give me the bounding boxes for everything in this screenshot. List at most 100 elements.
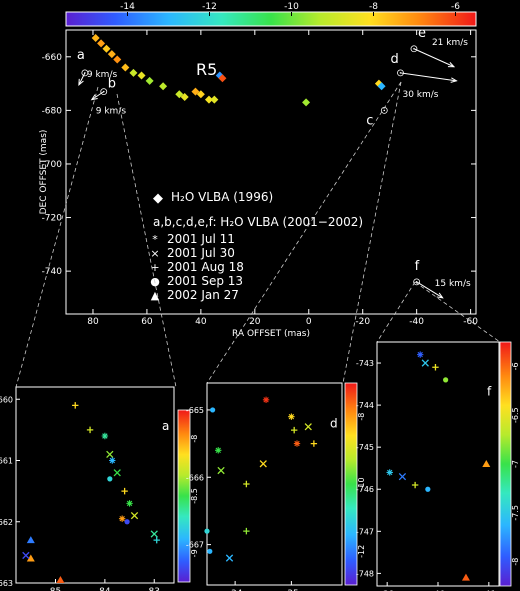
y-tick-label: -740 bbox=[42, 267, 63, 277]
inset-f-colorbar bbox=[499, 341, 512, 587]
inset-x-tick-label: 85 bbox=[50, 587, 61, 591]
feature-f-velocity: 15 km/s bbox=[435, 279, 471, 289]
legend-1996-label: H₂O VLBA (1996) bbox=[171, 190, 273, 204]
maser-spot-triangle bbox=[26, 554, 35, 562]
legend-epoch-marker: + bbox=[150, 261, 159, 274]
x-tick-label: 0 bbox=[306, 317, 312, 327]
inset-y-tick-label: -747 bbox=[356, 527, 374, 536]
maser-1996-point bbox=[175, 90, 184, 99]
inset-a-frame bbox=[15, 386, 175, 584]
maser-1996-point bbox=[204, 95, 213, 104]
inset-colorbar-tick-label: -9 bbox=[190, 549, 199, 557]
legend-epoch-label: 2001 Aug 18 bbox=[167, 260, 244, 274]
maser-spot-plus bbox=[121, 487, 128, 495]
x-axis-label: RA OFFSET (mas) bbox=[232, 329, 310, 339]
inset-colorbar-tick-label: -8 bbox=[190, 435, 199, 443]
arrowhead-icon bbox=[90, 94, 98, 101]
feature-a-velocity-arrow bbox=[78, 72, 86, 86]
maser-spot-dot bbox=[443, 377, 449, 383]
inset-y-tick-label: -744 bbox=[356, 401, 374, 410]
maser-spot-plus bbox=[432, 364, 439, 371]
maser-spot-triangle bbox=[461, 573, 470, 581]
feature-b-marker bbox=[100, 88, 108, 96]
maser-spot-cross bbox=[259, 460, 267, 468]
inset-y-tick-label: -665 bbox=[186, 406, 204, 415]
maser-1996-point bbox=[145, 76, 154, 85]
maser-spot-plus bbox=[290, 426, 298, 434]
legend-epoch-label: 2001 Jul 30 bbox=[167, 246, 235, 260]
maser-spot-cross bbox=[22, 551, 30, 560]
y-tick-label: -680 bbox=[42, 106, 63, 116]
inset-a-letter: a bbox=[162, 419, 169, 433]
inset-y-tick-label: -667 bbox=[186, 541, 204, 550]
colorbar-tick-label: -6 bbox=[451, 2, 460, 12]
maser-spot-cross bbox=[225, 554, 234, 562]
maser-spot-dot bbox=[210, 407, 216, 413]
inset-y-tick-label: -666 bbox=[186, 473, 204, 482]
arrowhead-icon bbox=[450, 77, 458, 83]
inset-colorbar-tick-label: -6.5 bbox=[511, 407, 520, 423]
legend-epoch-marker: × bbox=[150, 247, 159, 260]
inset-x-tick-label: 83 bbox=[149, 587, 160, 591]
inset-x-tick-label: -34 bbox=[228, 589, 243, 591]
inset-d-frame bbox=[206, 382, 343, 586]
maser-spot-cross bbox=[217, 466, 225, 475]
maser-spot-cross bbox=[130, 511, 139, 520]
maser-1996-point bbox=[218, 74, 227, 83]
legend-epoch-label: 2001 Sep 13 bbox=[167, 274, 243, 288]
inset-colorbar-tick-label: -8 bbox=[511, 558, 520, 566]
maser-spot-cross bbox=[106, 450, 114, 459]
feature-b-velocity: 9 km/s bbox=[96, 107, 127, 117]
maser-spot-star bbox=[293, 440, 301, 447]
feature-f-marker bbox=[413, 278, 421, 286]
y-tick-label: -660 bbox=[42, 53, 63, 63]
feature-f-velocity-arrow bbox=[416, 281, 443, 299]
maser-spot-star bbox=[215, 447, 222, 454]
maser-1996-point bbox=[377, 82, 386, 91]
x-tick-label: -20 bbox=[355, 317, 370, 327]
maser-spot-plus bbox=[72, 402, 79, 409]
maser-1996-point bbox=[91, 34, 100, 43]
maser-spot-plus bbox=[153, 536, 160, 544]
inset-y-tick-label: -746 bbox=[356, 485, 374, 494]
legend: ◆ H₂O VLBA (1996) a,b,c,d,e,f: H₂O VLBA … bbox=[150, 190, 363, 302]
maser-1996-point bbox=[137, 71, 146, 80]
x-tick-label: -40 bbox=[409, 317, 424, 327]
inset-colorbar-tick-label: -6 bbox=[511, 362, 520, 370]
arrowhead-icon bbox=[436, 292, 444, 299]
arrowhead-icon bbox=[78, 78, 84, 87]
feature-d-label: d bbox=[390, 52, 398, 67]
feature-a-label: a bbox=[77, 48, 85, 63]
colorbar-tick-label: -10 bbox=[284, 2, 299, 12]
y-tick-label: -700 bbox=[42, 160, 63, 170]
maser-1996-point bbox=[102, 44, 111, 53]
maser-1996-point bbox=[191, 87, 200, 96]
feature-e-velocity-arrow bbox=[413, 48, 455, 68]
arrowhead-icon bbox=[447, 62, 456, 68]
feature-e-label: e bbox=[418, 26, 426, 41]
x-tick-label: 60 bbox=[141, 317, 153, 327]
maser-spot-star bbox=[109, 457, 116, 464]
inset-colorbar-tick-label: -7.5 bbox=[511, 505, 520, 521]
x-tick-label: -60 bbox=[463, 317, 478, 327]
inset-y-tick-label: -745 bbox=[356, 443, 374, 452]
maser-spot-cross bbox=[398, 472, 407, 481]
inset-f-letter: f bbox=[487, 385, 492, 399]
maser-spot-plus bbox=[310, 440, 318, 447]
maser-1996-point bbox=[180, 92, 189, 101]
maser-spot-star bbox=[262, 396, 270, 404]
zoom-guide-lines bbox=[15, 81, 501, 388]
colorbar-tick-label: -14 bbox=[120, 2, 135, 12]
y-tick-label: -720 bbox=[42, 214, 63, 224]
feature-d-velocity: 30 km/s bbox=[402, 90, 438, 100]
colorbar-tick-label: -12 bbox=[202, 2, 217, 12]
inset-y-tick-label: -663 bbox=[0, 579, 13, 588]
maser-spot-star bbox=[417, 351, 424, 358]
maser-spot-triangle bbox=[26, 536, 35, 544]
legend-epoch-marker: * bbox=[152, 233, 158, 246]
maser-1996-point bbox=[302, 98, 311, 107]
inset-colorbar-tick-label: -8.5 bbox=[190, 488, 199, 504]
legend-epoch-label: 2002 Jan 27 bbox=[167, 288, 239, 302]
maser-1996-point bbox=[159, 82, 168, 91]
